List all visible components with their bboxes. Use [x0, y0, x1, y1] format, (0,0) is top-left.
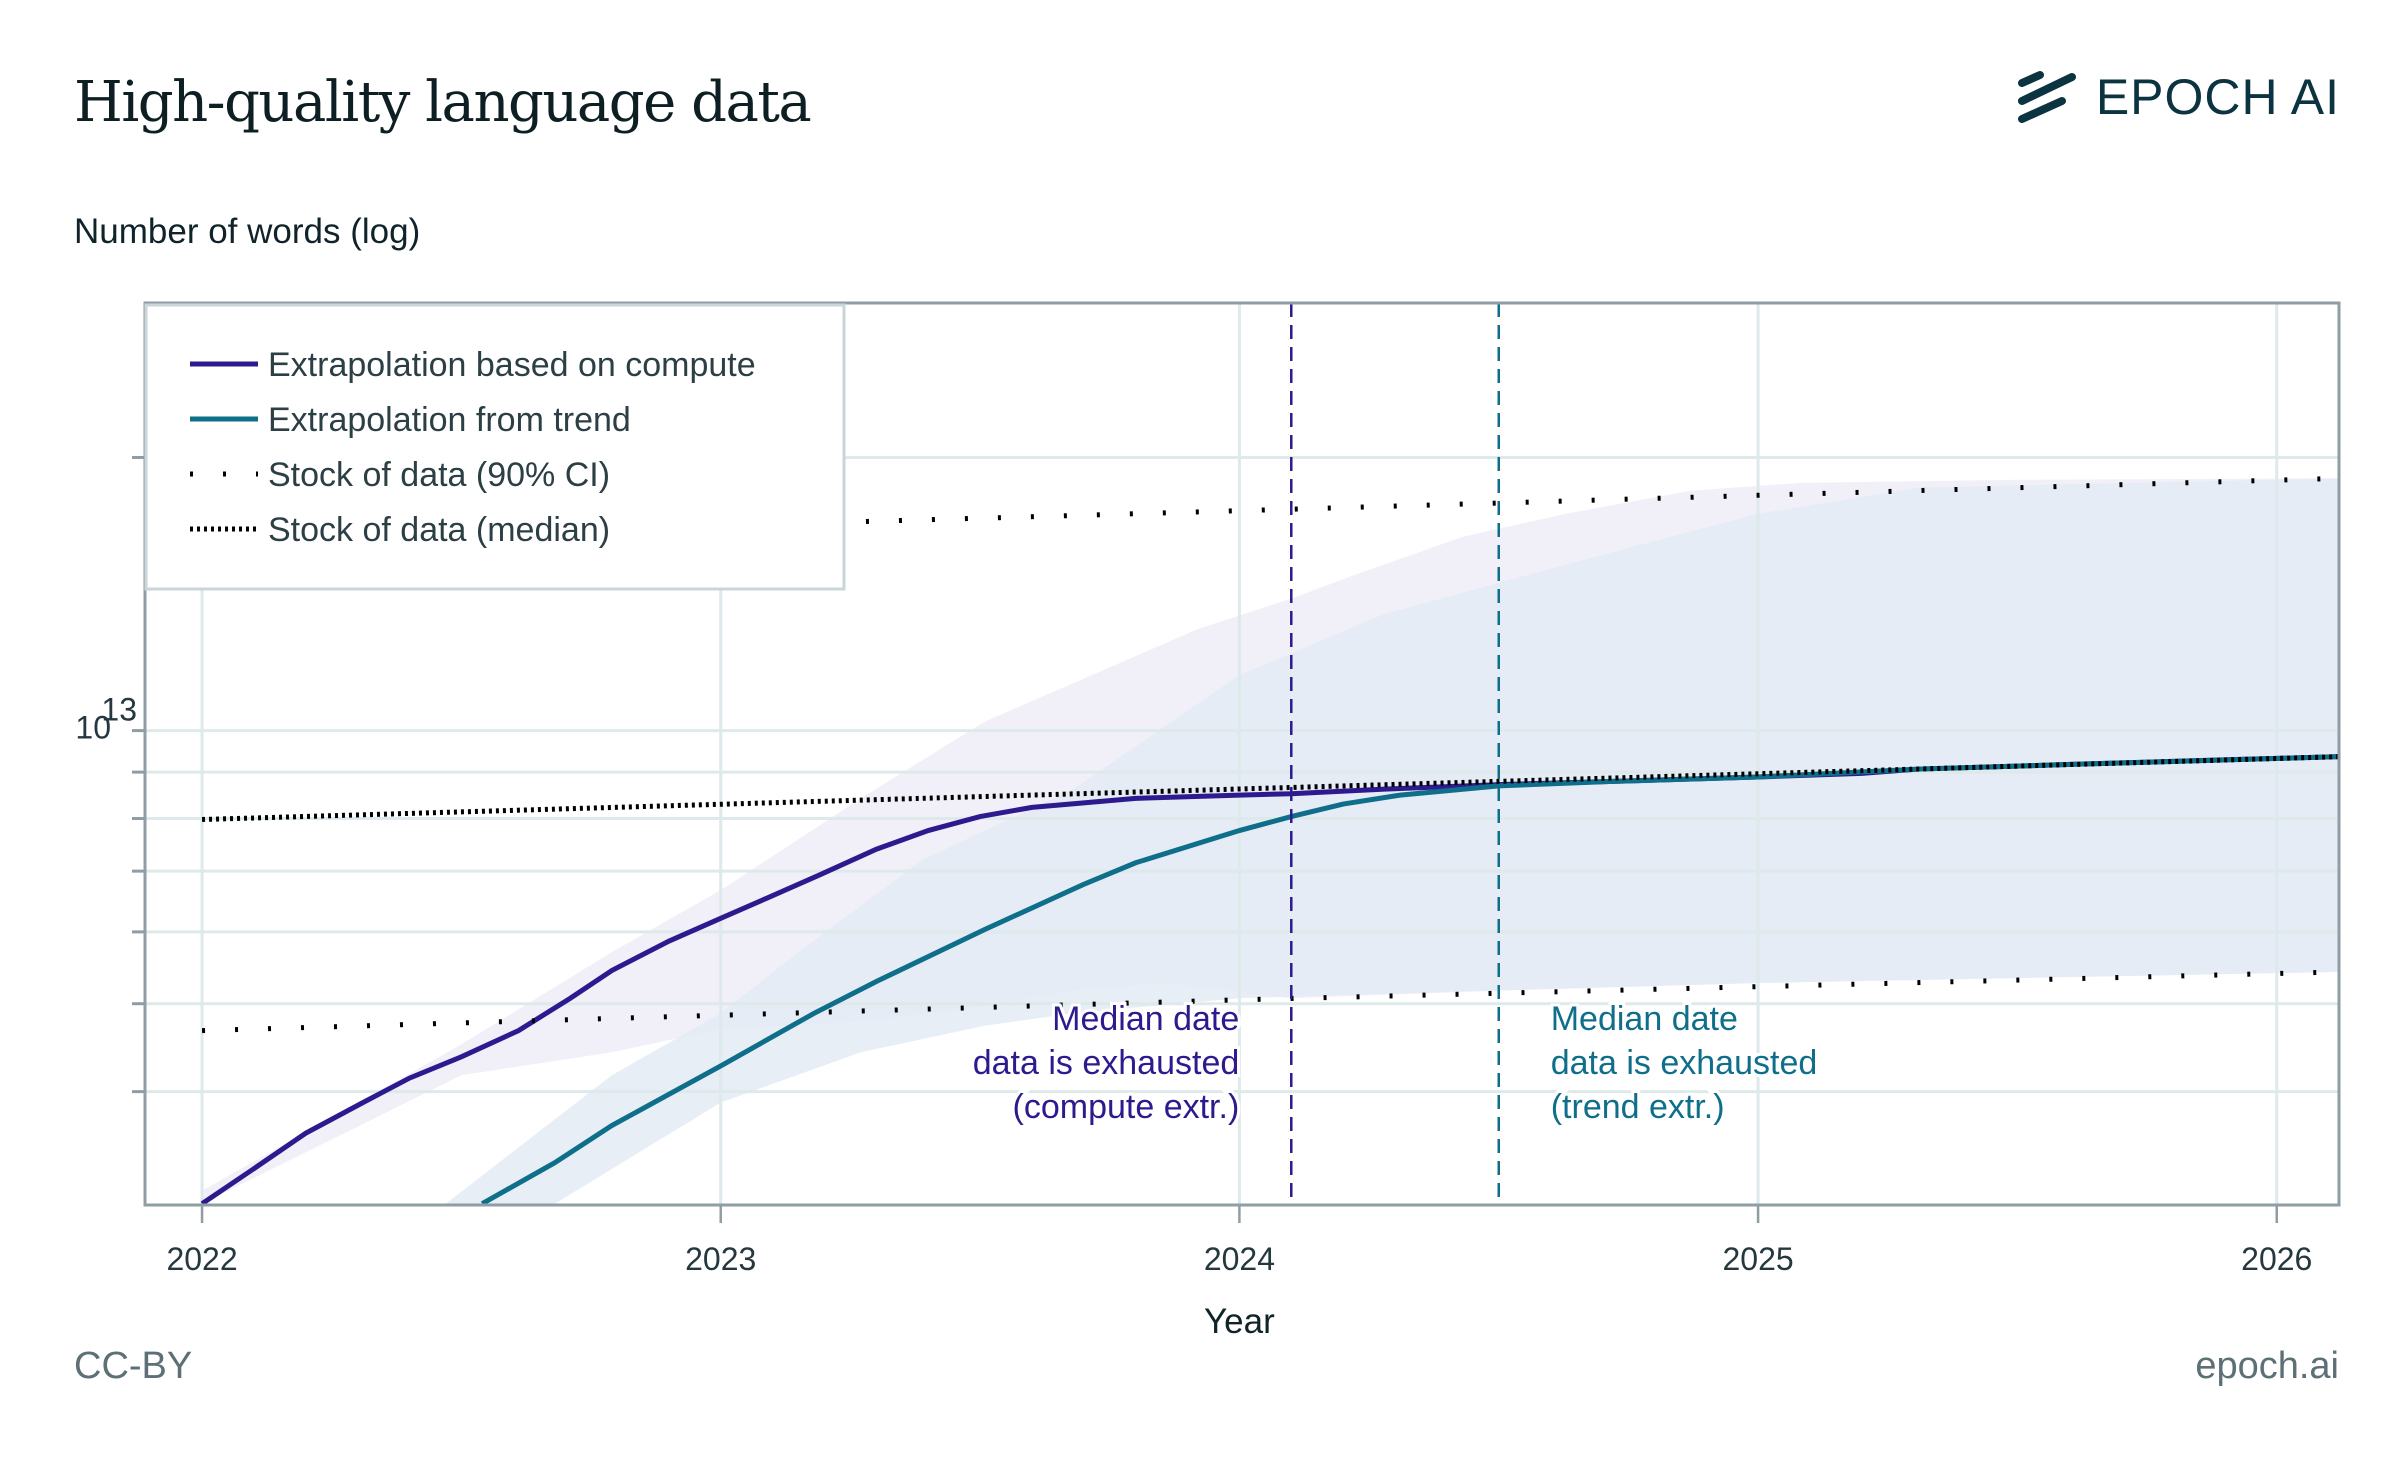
brand-name: EPOCH AI	[2095, 69, 2340, 125]
uncertainty-bands	[202, 478, 2339, 1204]
trend_band	[445, 478, 2339, 1204]
x-tick-label: 2025	[1722, 1241, 1793, 1277]
x-tick-label: 2023	[685, 1241, 756, 1277]
compute-annotation-line: Median date	[1052, 1000, 1239, 1038]
legend-label-stock_median: Stock of data (median)	[268, 511, 610, 549]
plot-frame	[143, 301, 2341, 1207]
legend: Extrapolation based on compute Extrapolat…	[144, 303, 846, 591]
compute-annotation-line: (compute extr.)	[1013, 1088, 1240, 1126]
y-tick-label: 10	[75, 710, 111, 746]
trend-annotation-line: data is exhausted	[1551, 1044, 1818, 1082]
exhaustion-date-lines	[1290, 303, 1500, 1205]
legend-label-stock_ci: Stock of data (90% CI)	[268, 456, 610, 494]
site-link[interactable]: epoch.ai	[2195, 1345, 2339, 1387]
epoch-logo-icon	[2017, 71, 2076, 123]
trend-line	[480, 754, 2339, 1205]
x-tick-label: 2022	[166, 1241, 237, 1277]
y-tick-exponent: 13	[101, 692, 137, 728]
license-label: CC-BY	[74, 1345, 193, 1387]
chart-title: High-quality language data	[74, 70, 812, 135]
legend-box	[144, 303, 846, 591]
y-axis-title: Number of words (log)	[74, 212, 421, 251]
legend-label-compute: Extrapolation based on compute	[268, 346, 756, 384]
compute-annotation-line: data is exhausted	[973, 1044, 1240, 1082]
annotations: Median date data is exhausted (compute ext…	[970, 997, 1821, 1129]
trend-annotation-line: Median date	[1551, 1000, 1738, 1038]
x-tick-label: 2024	[1204, 1241, 1275, 1277]
brand-logo: EPOCH AI	[2016, 68, 2340, 126]
legend-label-trend: Extrapolation from trend	[268, 401, 631, 439]
trend-annotation-line: (trend extr.)	[1551, 1088, 1725, 1126]
series-lines	[200, 475, 2339, 1205]
x-tick-label: 2026	[2241, 1241, 2312, 1277]
x-axis-title: Year	[1204, 1302, 1275, 1341]
